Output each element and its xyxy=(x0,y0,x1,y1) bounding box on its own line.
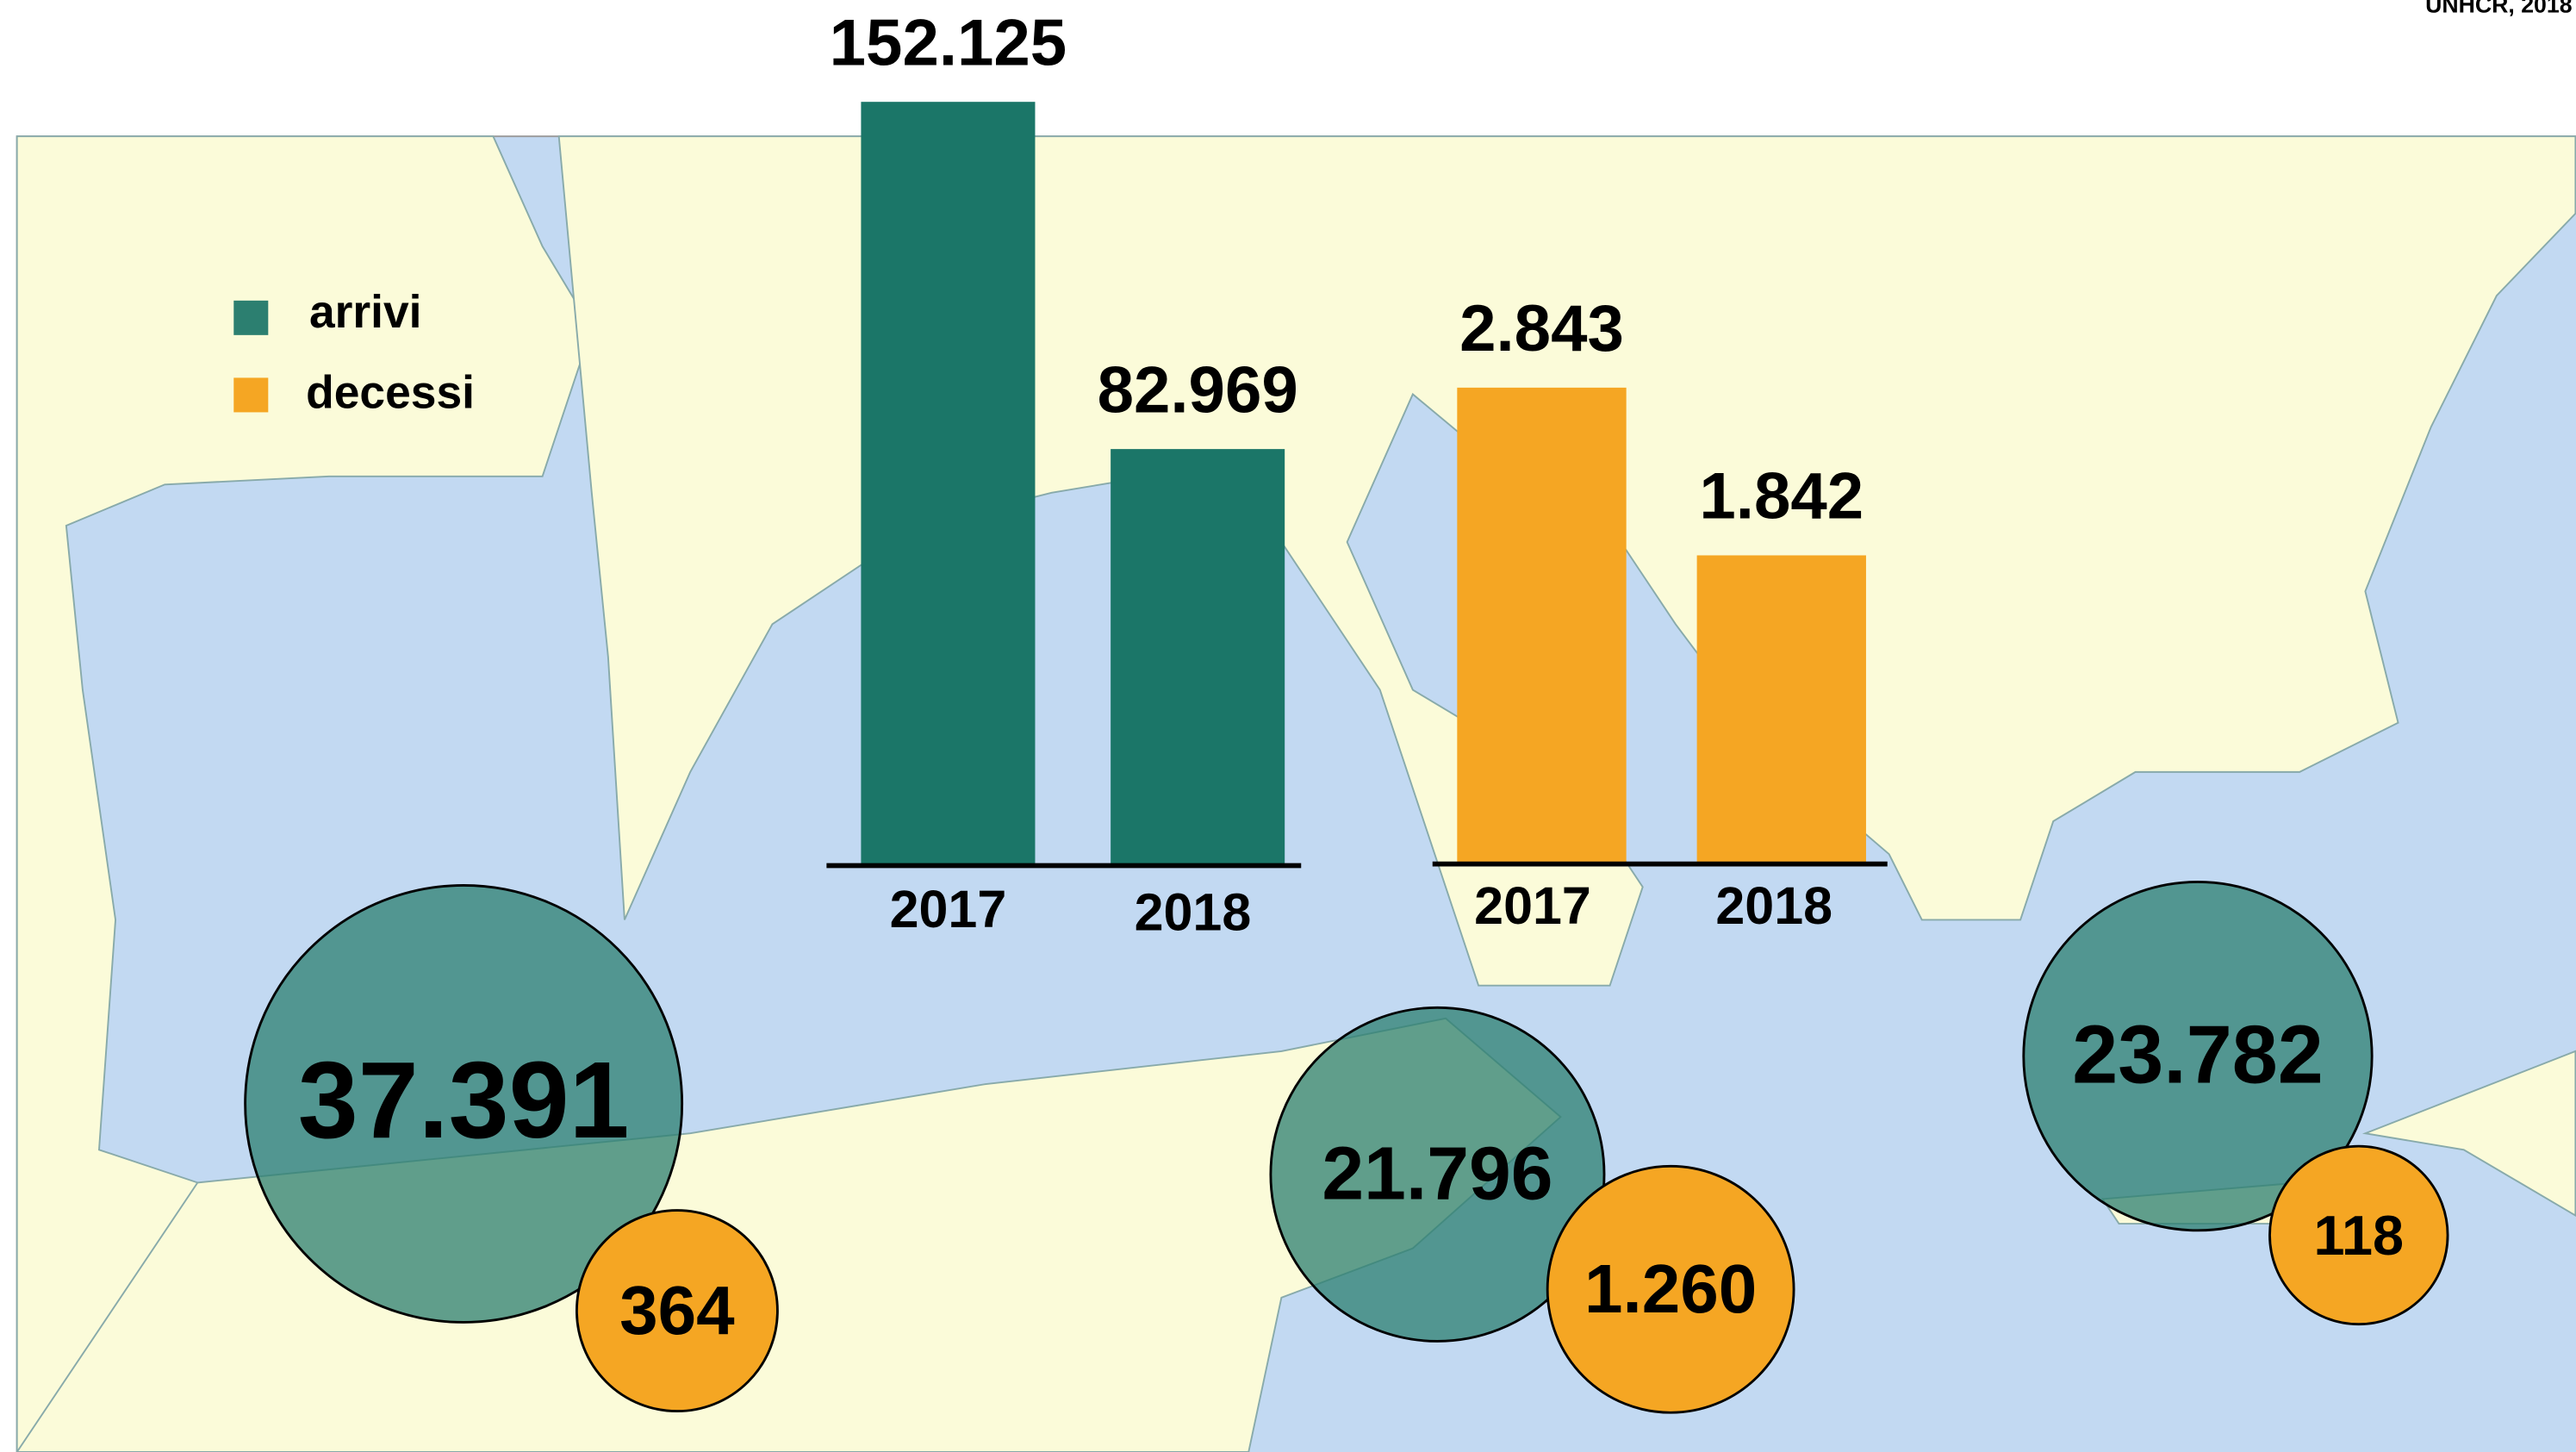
bubble xyxy=(575,1209,779,1413)
legend-swatch xyxy=(233,377,269,413)
bubble-label: 364 xyxy=(619,1272,735,1349)
x-tick-label: 2018 xyxy=(1135,883,1252,942)
bubble xyxy=(244,883,684,1324)
bar-value-label: 1.842 xyxy=(1699,460,1864,533)
bar xyxy=(861,102,1036,866)
bar-value-label: 152.125 xyxy=(830,6,1067,79)
bubble-label: 23.782 xyxy=(2072,1010,2323,1101)
bar-value-label: 82.969 xyxy=(1098,353,1298,427)
source: UNHCR, 2018 xyxy=(2425,0,2573,18)
bar xyxy=(1457,387,1627,864)
bubble-label: 21.796 xyxy=(1322,1131,1552,1216)
bubble xyxy=(2268,1144,2449,1326)
bar-value-label: 2.843 xyxy=(1459,292,1624,365)
legend-label: decessi xyxy=(306,367,475,418)
bar xyxy=(1696,555,1866,864)
bubble xyxy=(1269,1006,1606,1343)
legend-label: arrivi xyxy=(309,287,422,338)
x-tick-label: 2017 xyxy=(1474,876,1591,935)
bubble-label: 118 xyxy=(2314,1204,2405,1267)
x-tick-label: 2018 xyxy=(1715,876,1832,935)
bubble xyxy=(1546,1164,1795,1414)
bubble xyxy=(2022,881,2374,1232)
x-tick-label: 2017 xyxy=(890,880,1007,938)
anatolia xyxy=(2361,1050,2576,1217)
bubble-label: 37.391 xyxy=(298,1039,630,1161)
bubble-label: 1.260 xyxy=(1584,1250,1757,1327)
bar xyxy=(1111,449,1285,866)
legend-swatch xyxy=(233,300,269,335)
